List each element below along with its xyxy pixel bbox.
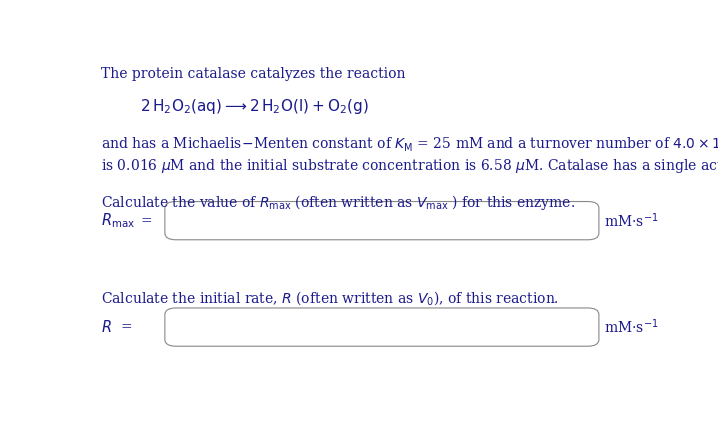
Text: Calculate the value of $R_\mathrm{max}$ (often written as $V_\mathrm{max}$ ) for: Calculate the value of $R_\mathrm{max}$ …	[101, 193, 575, 212]
Text: $2\,\mathrm{H_2O_2(aq)} \longrightarrow 2\,\mathrm{H_2O(l)} + \mathrm{O_2(g)}$: $2\,\mathrm{H_2O_2(aq)} \longrightarrow …	[140, 97, 368, 116]
Text: The protein catalase catalyzes the reaction: The protein catalase catalyzes the react…	[101, 67, 406, 81]
Text: and has a Michaelis$\!-\!$Menten constant of $K_\mathrm{M}$ = 25 mM and a turnov: and has a Michaelis$\!-\!$Menten constan…	[101, 133, 718, 155]
Text: is 0.016 $\mu$M and the initial substrate concentration is 6.58 $\mu$M. Catalase: is 0.016 $\mu$M and the initial substrat…	[101, 157, 718, 175]
Text: mM$\cdot$s$^{-1}$: mM$\cdot$s$^{-1}$	[605, 211, 659, 230]
FancyBboxPatch shape	[165, 201, 599, 240]
Text: =: =	[141, 214, 152, 228]
Text: mM$\cdot$s$^{-1}$: mM$\cdot$s$^{-1}$	[605, 318, 659, 337]
Text: $R$: $R$	[101, 319, 112, 335]
Text: $R_\mathrm{max}$: $R_\mathrm{max}$	[101, 211, 135, 230]
Text: =: =	[121, 320, 132, 334]
Text: Calculate the initial rate, $R$ (often written as $V_0$), of this reaction.: Calculate the initial rate, $R$ (often w…	[101, 290, 559, 308]
FancyBboxPatch shape	[165, 308, 599, 346]
